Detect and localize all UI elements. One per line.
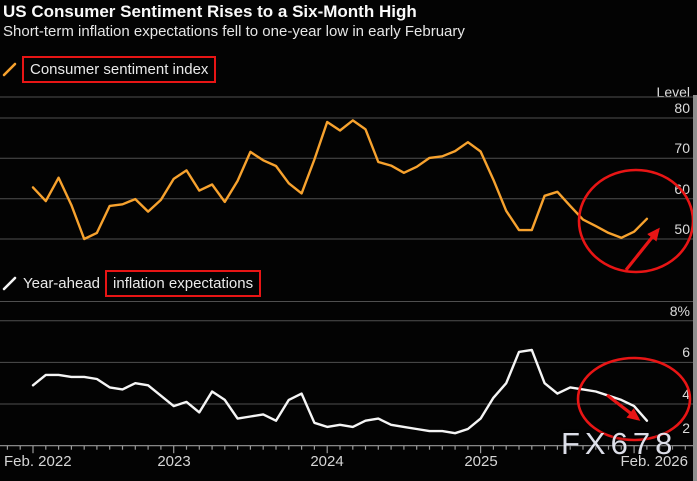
x-tick-2025: 2025 (464, 453, 498, 470)
page-subtitle: Short-term inflation expectations fell t… (3, 23, 465, 40)
y-tick-80: 80 (674, 100, 690, 116)
x-tick-feb-2026: Feb. 2026 (620, 453, 688, 470)
scrollbar[interactable] (693, 95, 697, 481)
x-tick-2024: 2024 (310, 453, 344, 470)
watermark: FX678 (561, 426, 678, 461)
legend-inflation-expectations: Year-ahead inflation expectations (2, 270, 262, 297)
x-tick-2023: 2023 (157, 453, 191, 470)
x-tick-feb-2022: Feb. 2022 (4, 453, 72, 470)
legend-consumer-sentiment: Consumer sentiment index (2, 56, 217, 83)
legend-label-inflation-boxed: inflation expectations (105, 270, 262, 297)
page-title: US Consumer Sentiment Rises to a Six-Mon… (3, 2, 417, 21)
legend-label-sentiment: Consumer sentiment index (22, 56, 217, 83)
orange-line-swatch-icon (2, 62, 17, 77)
y-tick-6: 6 (682, 344, 690, 360)
y-tick-70: 70 (674, 140, 690, 156)
legend-label-year-ahead: Year-ahead (23, 275, 101, 292)
white-line-swatch-icon (2, 276, 17, 291)
y-tick-8pct: 8% (669, 303, 690, 319)
y-axis-unit-label: Level (656, 84, 690, 100)
